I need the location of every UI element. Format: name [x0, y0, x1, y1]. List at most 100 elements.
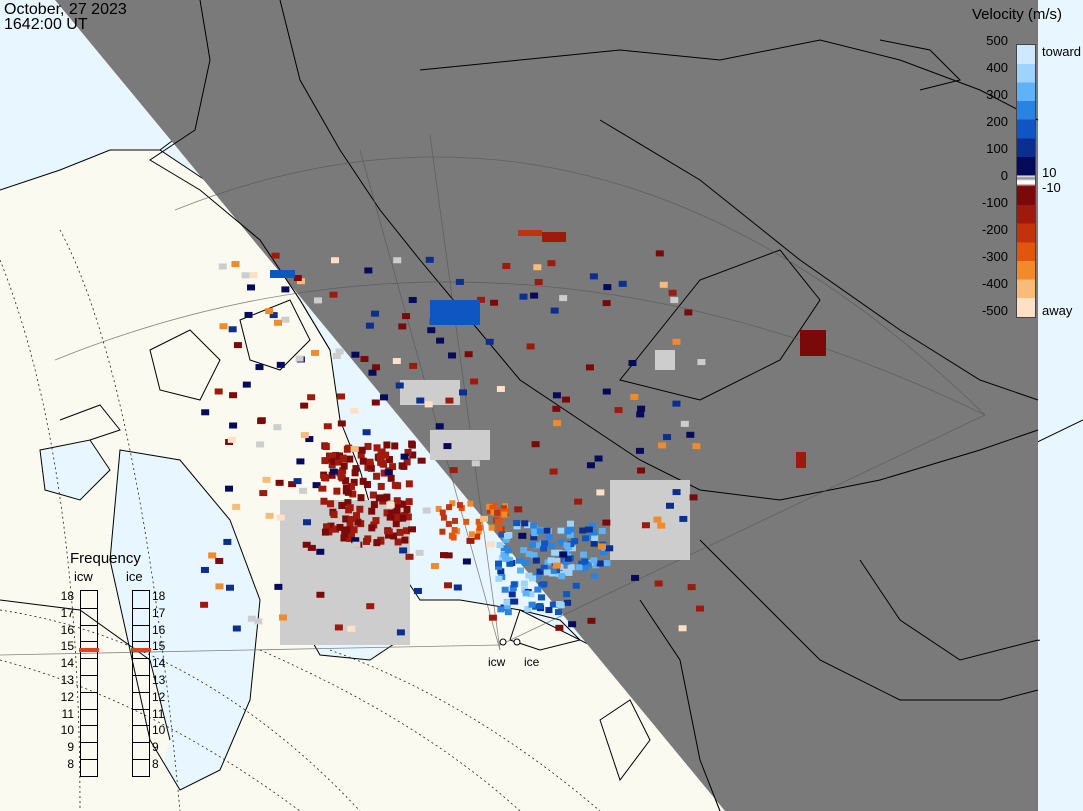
velocity-cell — [530, 522, 538, 529]
velocity-cell — [534, 572, 542, 579]
velocity-cell — [497, 606, 505, 613]
velocity-gap-pos-label: 10 — [1042, 165, 1057, 180]
velocity-cell — [350, 526, 358, 534]
velocity-cell — [322, 443, 330, 451]
velocity-cell — [513, 520, 521, 527]
velocity-cell — [543, 527, 551, 534]
velocity-cell — [496, 542, 504, 549]
velocity-cell — [346, 535, 354, 543]
velocity-cell — [307, 394, 316, 401]
velocity-cell — [342, 515, 350, 523]
velocity-cell — [476, 296, 485, 303]
velocity-cell — [288, 481, 297, 488]
velocity-cell — [463, 518, 470, 525]
grid-lines — [0, 134, 986, 656]
velocity-cell — [603, 284, 612, 291]
velocity-cell — [346, 455, 354, 463]
velocity-cell — [271, 252, 280, 259]
velocity-cell — [259, 490, 268, 497]
velocity-cell — [557, 539, 565, 546]
velocity-cell — [455, 278, 464, 285]
velocity-cell — [427, 327, 436, 334]
velocity-cell — [307, 544, 316, 551]
velocity-cell — [562, 396, 571, 403]
velocity-cell — [562, 568, 570, 575]
velocity-cell — [687, 584, 696, 591]
velocity-cell — [323, 523, 331, 531]
velocity-cell — [495, 575, 503, 582]
velocity-cell — [270, 270, 295, 278]
velocity-cell — [597, 543, 606, 550]
velocity-cell — [548, 542, 556, 549]
velocity-cell — [485, 338, 494, 345]
velocity-cell — [440, 514, 447, 521]
velocity-cell — [521, 520, 529, 527]
velocity-cell — [316, 548, 325, 555]
velocity-cell — [497, 508, 504, 515]
velocity-cell — [543, 569, 551, 576]
velocity-cell — [265, 308, 274, 315]
velocity-cell — [532, 557, 540, 564]
velocity-cell — [635, 447, 644, 454]
velocity-cell — [375, 494, 383, 502]
velocity-cell — [552, 562, 561, 569]
velocity-cell — [647, 481, 656, 488]
velocity-cell — [364, 267, 373, 274]
frequency-cell-divider — [133, 708, 149, 710]
frequency-cell-divider — [81, 641, 97, 643]
velocity-cell — [443, 582, 452, 589]
velocity-cell — [510, 581, 518, 588]
velocity-cell — [225, 485, 234, 492]
velocity-cell — [373, 444, 381, 452]
scatter-gray — [280, 350, 690, 645]
velocity-cell — [540, 545, 548, 552]
velocity-cell — [321, 528, 329, 536]
velocity-cell — [602, 300, 611, 307]
velocity-cell — [631, 574, 640, 581]
velocity-cell — [536, 603, 544, 610]
frequency-tick-label: 18 — [152, 589, 166, 603]
velocity-cell — [338, 502, 346, 510]
velocity-cell — [349, 490, 357, 498]
velocity-cell — [390, 532, 398, 540]
velocity-cell — [524, 606, 532, 613]
frequency-cell-divider — [81, 725, 97, 727]
frequency-tick-label: 9 — [67, 740, 74, 755]
frequency-cell-divider — [81, 675, 97, 676]
velocity-cell — [303, 519, 312, 526]
velocity-cell — [200, 566, 209, 573]
velocity-cell — [351, 469, 359, 477]
velocity-cell — [359, 457, 367, 465]
time-title: 1642:00 UT — [4, 16, 88, 33]
velocity-cell — [254, 618, 263, 625]
velocity-cell — [249, 272, 258, 279]
velocity-cell — [430, 300, 480, 325]
velocity-cell — [215, 583, 224, 590]
velocity-cell — [368, 524, 376, 532]
velocity-cell — [229, 392, 238, 399]
velocity-cell — [486, 541, 495, 548]
velocity-cell — [296, 458, 305, 465]
velocity-cell — [396, 629, 405, 636]
velocity-cell — [262, 476, 271, 483]
velocity-cell — [474, 533, 481, 540]
velocity-cell — [505, 532, 513, 539]
velocity-cell — [399, 547, 408, 554]
frequency-tick-label: 9 — [152, 740, 159, 755]
velocity-cell — [530, 292, 539, 299]
velocity-cell — [449, 467, 458, 474]
velocity-cell — [256, 441, 265, 448]
velocity-cell — [372, 364, 381, 371]
velocity-cell — [580, 551, 588, 558]
velocity-cell — [445, 520, 452, 527]
velocity-cell — [273, 424, 282, 431]
velocity-cell — [520, 547, 528, 554]
velocity-cell — [360, 355, 369, 362]
velocity-cell — [452, 517, 459, 524]
velocity-cell — [500, 505, 507, 512]
velocity-cell — [579, 527, 587, 534]
velocity-cell — [299, 487, 308, 494]
velocity-cell — [575, 564, 583, 571]
velocity-cell — [503, 603, 511, 610]
frequency-tick-label: 12 — [60, 689, 74, 704]
